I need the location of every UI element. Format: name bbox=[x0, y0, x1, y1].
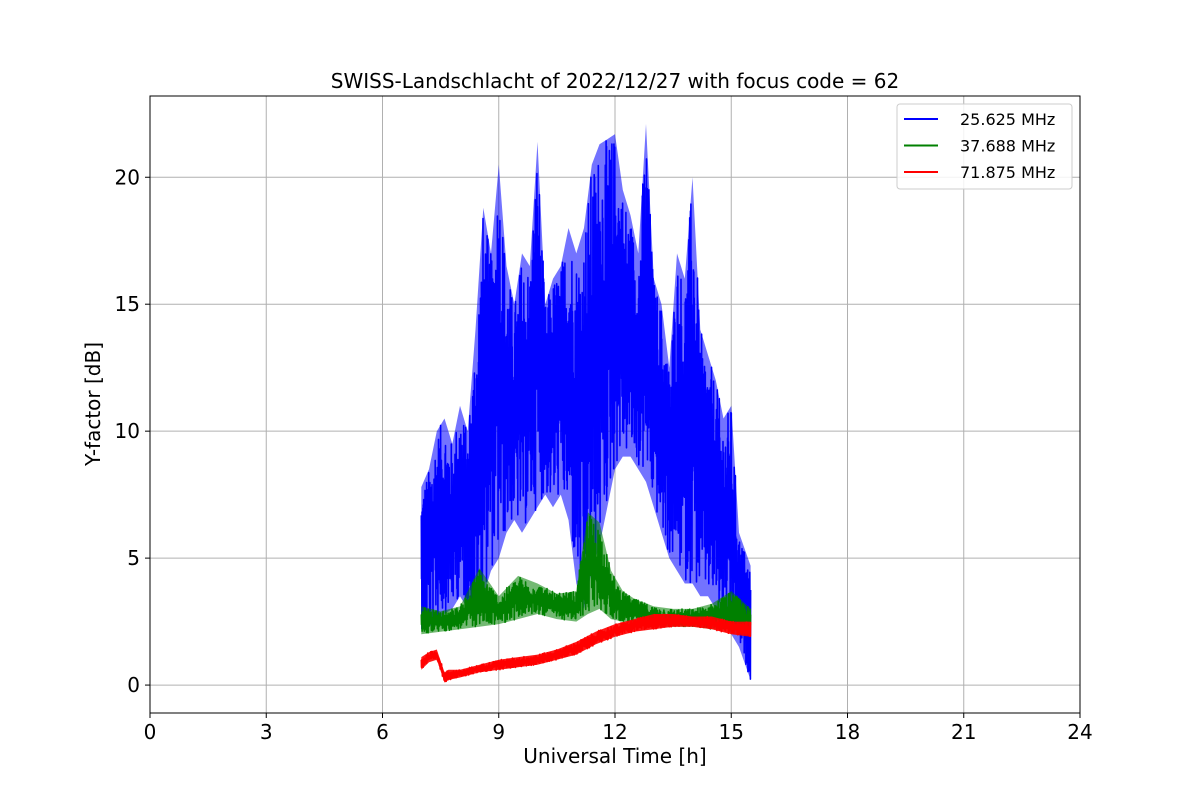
x-tick-label: 0 bbox=[144, 720, 157, 744]
x-tick-label: 15 bbox=[719, 720, 744, 744]
chart-title: SWISS-Landschlacht of 2022/12/27 with fo… bbox=[331, 69, 899, 93]
y-tick-label: 20 bbox=[115, 165, 140, 189]
legend-label-3: 71.875 MHz bbox=[960, 163, 1055, 182]
series-2-group bbox=[420, 512, 752, 635]
x-tick-label: 21 bbox=[951, 720, 976, 744]
y-tick-label: 15 bbox=[115, 292, 140, 316]
x-axis-label: Universal Time [h] bbox=[523, 744, 706, 768]
series-1-group bbox=[420, 123, 752, 680]
y-tick-label: 10 bbox=[115, 419, 140, 443]
x-tick-label: 12 bbox=[602, 720, 627, 744]
series-group bbox=[420, 123, 752, 683]
legend-label-2: 37.688 MHz bbox=[960, 137, 1055, 156]
y-axis-label: Y-factor [dB] bbox=[81, 342, 105, 467]
x-tick-label: 3 bbox=[260, 720, 273, 744]
y-tick-label: 5 bbox=[127, 546, 140, 570]
x-tick-label: 18 bbox=[835, 720, 860, 744]
series-3-line bbox=[420, 613, 752, 683]
y-tick-label: 0 bbox=[127, 673, 140, 697]
axis-ticks: 0 3 6 9 12 15 18 21 24 0 5 10 15 20 bbox=[115, 165, 1093, 744]
x-tick-label: 6 bbox=[376, 720, 389, 744]
series-2-line bbox=[420, 515, 752, 634]
legend: 25.625 MHz 37.688 MHz 71.875 MHz bbox=[896, 103, 1073, 190]
legend-frame bbox=[896, 103, 1073, 190]
series-1-line bbox=[420, 140, 752, 680]
legend-label-1: 25.625 MHz bbox=[960, 110, 1055, 129]
x-tick-label: 9 bbox=[492, 720, 505, 744]
series-3-group bbox=[420, 613, 752, 683]
x-tick-label: 24 bbox=[1067, 720, 1092, 744]
